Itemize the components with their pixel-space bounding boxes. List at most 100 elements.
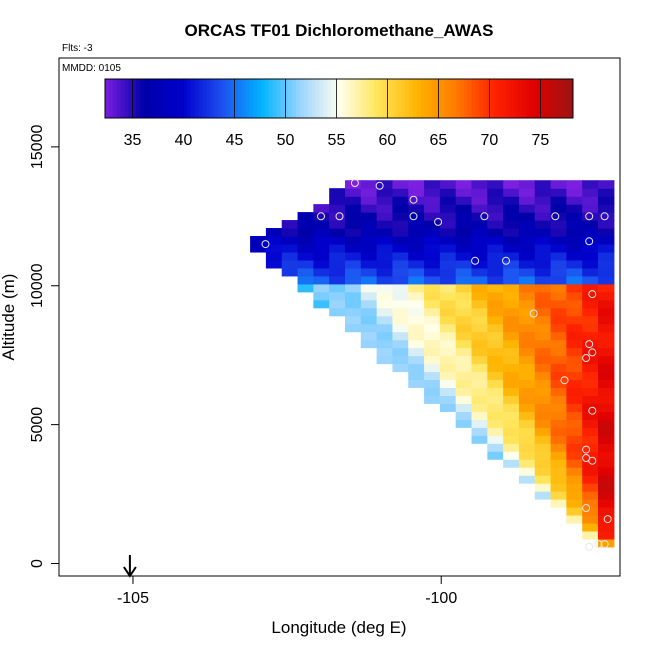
heatmap-cell xyxy=(598,403,615,412)
heatmap-cell xyxy=(566,220,583,229)
heatmap-cell xyxy=(518,355,536,365)
heatmap-cell xyxy=(376,267,394,277)
heatmap-cell xyxy=(424,355,441,365)
heatmap-cell xyxy=(582,443,599,452)
heatmap-cell xyxy=(534,379,552,389)
heatmap-cell xyxy=(471,411,488,420)
heatmap-cell xyxy=(360,228,378,237)
heatmap-cell xyxy=(518,291,536,301)
heatmap-cell xyxy=(566,331,583,341)
heatmap-cell xyxy=(471,267,488,277)
heatmap-cell xyxy=(487,379,504,389)
heatmap-cell xyxy=(566,299,583,309)
heatmap-cell xyxy=(408,267,425,277)
heatmap-cell xyxy=(582,387,599,396)
heatmap-cell xyxy=(439,204,457,213)
colorbar-segment xyxy=(440,79,445,118)
heatmap-cell xyxy=(439,259,457,269)
colorbar-segment xyxy=(424,79,430,118)
heatmap-cell xyxy=(518,267,536,277)
heatmap-cell xyxy=(534,196,552,205)
heatmap-cell xyxy=(518,435,536,444)
colorbar-segment xyxy=(105,79,110,118)
colorbar-segment xyxy=(225,79,231,118)
colorbar-tick-label: 35 xyxy=(124,132,142,149)
heatmap-cell xyxy=(471,204,488,213)
heatmap-cell xyxy=(439,379,457,389)
heatmap-cell xyxy=(455,228,473,237)
sample-point xyxy=(434,217,443,226)
y-axis: 0 5000 10000 15000 xyxy=(29,125,59,568)
heatmap-cell xyxy=(471,379,488,389)
heatmap-cell xyxy=(534,355,552,365)
heatmap-cell xyxy=(518,379,536,389)
colorbar-segment xyxy=(268,79,274,118)
heatmap-cell xyxy=(408,315,425,325)
heatmap-cell xyxy=(455,180,473,189)
heatmap-cell xyxy=(487,339,504,349)
colorbar-segment xyxy=(553,79,558,118)
heatmap-cell xyxy=(344,267,362,277)
heatmap-cell xyxy=(598,236,615,245)
heatmap-cell xyxy=(598,475,615,484)
heatmap-cell xyxy=(455,355,473,365)
colorbar-segment xyxy=(471,79,476,118)
heatmap-cell xyxy=(503,451,520,460)
heatmap-cell xyxy=(598,443,615,452)
heatmap-cell xyxy=(534,491,552,500)
heatmap-cell xyxy=(455,196,473,205)
heatmap-cell xyxy=(471,403,488,412)
heatmap-cell xyxy=(582,323,599,333)
heatmap-cell xyxy=(598,228,615,237)
colorbar-segment xyxy=(112,79,118,118)
sample-point xyxy=(375,181,384,190)
heatmap-cell xyxy=(487,283,504,293)
heatmap-cell xyxy=(598,220,615,229)
heatmap-cell xyxy=(408,251,425,261)
heatmap-cell xyxy=(360,204,378,213)
colorbar-segment xyxy=(456,79,461,118)
heatmap-cell xyxy=(598,243,615,253)
heatmap-cell xyxy=(518,188,536,197)
heatmap-cell xyxy=(329,283,346,293)
heatmap-cell xyxy=(297,283,314,293)
heatmap-cell xyxy=(344,259,362,269)
colorbar-segment xyxy=(179,79,184,118)
heatmap-cell xyxy=(582,339,599,349)
heatmap-cell xyxy=(424,347,441,357)
heatmap-cell xyxy=(534,291,552,301)
heatmap-cell xyxy=(503,411,520,420)
heatmap-cell xyxy=(550,315,567,325)
heatmap-cell xyxy=(471,283,488,293)
heatmap-cell xyxy=(598,355,615,365)
heatmap-cell xyxy=(408,283,425,293)
heatmap-cell xyxy=(408,259,425,269)
sample-point xyxy=(594,540,603,549)
colorbar-segment xyxy=(175,79,180,118)
heatmap-cell xyxy=(534,371,552,381)
heatmap-cell xyxy=(503,259,520,269)
heatmap-cell xyxy=(582,196,599,205)
heatmap-cell xyxy=(598,411,615,420)
colorbar-segment xyxy=(249,79,254,118)
heatmap-cell xyxy=(598,451,615,460)
heatmap-cell xyxy=(550,435,567,444)
heatmap-cell xyxy=(534,419,552,428)
heatmap-cell xyxy=(566,371,583,381)
heatmap-cell xyxy=(487,363,504,373)
heatmap-cell xyxy=(360,315,378,325)
heatmap-cell xyxy=(471,395,488,404)
heatmap-cell xyxy=(455,299,473,309)
heatmap-cell xyxy=(392,323,409,333)
heatmap-cell xyxy=(329,188,346,197)
heatmap-cell xyxy=(566,315,583,325)
heatmap-cell xyxy=(329,204,346,213)
heatmap-cell xyxy=(503,236,520,245)
heatmap-cell xyxy=(487,355,504,365)
heatmap-cell xyxy=(424,275,441,285)
heatmap-cell xyxy=(424,299,441,309)
heatmap-cell xyxy=(534,315,552,325)
heatmap-cell xyxy=(376,220,394,229)
heatmap-cell xyxy=(550,228,567,237)
heatmap-cell xyxy=(471,347,488,357)
